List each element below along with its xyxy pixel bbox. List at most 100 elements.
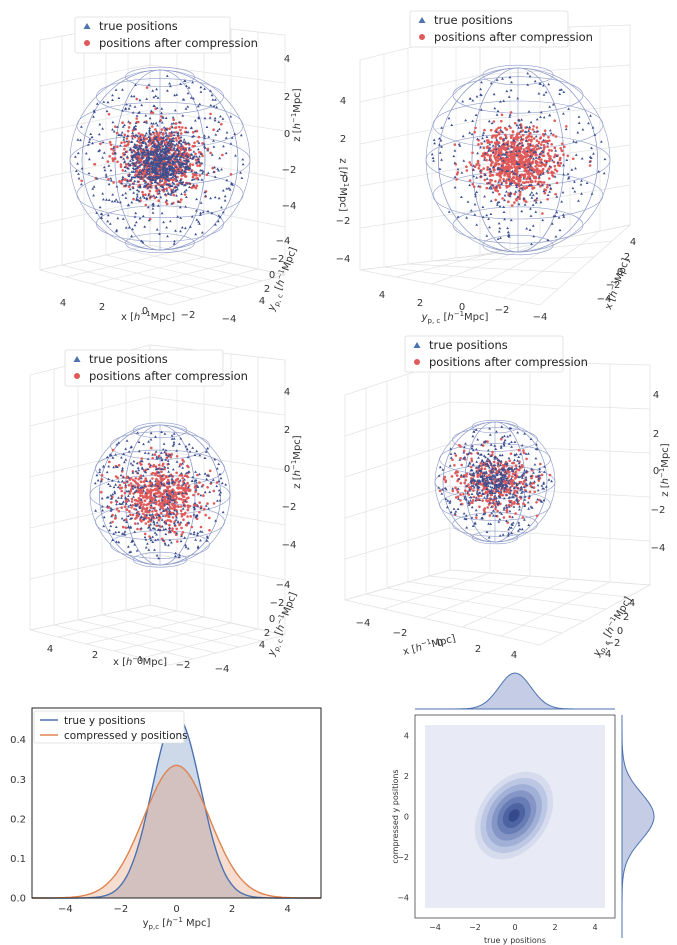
point-true: [148, 176, 152, 180]
point-true: [158, 119, 162, 123]
point-compressed: [151, 510, 154, 513]
point-compressed: [486, 500, 489, 503]
point-true: [109, 179, 113, 182]
point-compressed: [150, 472, 154, 476]
point-true: [138, 134, 142, 138]
point-true: [227, 186, 231, 190]
tick-label: −2: [282, 165, 297, 176]
point-true: [190, 479, 194, 482]
point-compressed: [514, 512, 517, 515]
point-true: [185, 164, 189, 167]
point-compressed: [481, 152, 485, 155]
point-true: [460, 171, 464, 174]
point-compressed: [530, 161, 534, 165]
tick-label: 2: [264, 284, 270, 295]
point-true: [184, 188, 188, 192]
point-true: [175, 460, 179, 463]
point-true: [203, 136, 206, 140]
point-true: [105, 470, 109, 474]
point-true: [475, 95, 479, 98]
point-compressed: [494, 198, 498, 202]
point-true: [141, 168, 144, 171]
point-compressed: [550, 170, 554, 174]
point-compressed: [180, 198, 183, 201]
point-true: [534, 210, 538, 213]
point-compressed: [112, 181, 115, 184]
point-true: [523, 469, 526, 472]
floor-pane: [39, 244, 286, 306]
point-true: [512, 505, 516, 508]
point-compressed: [145, 137, 148, 140]
point-compressed: [508, 474, 511, 477]
point-true: [567, 107, 570, 110]
y-axis-label: yp, c [h−1Mpc]: [421, 310, 489, 325]
point-true: [154, 94, 158, 97]
point-true: [459, 473, 463, 477]
point-true: [168, 219, 172, 223]
point-compressed: [122, 525, 125, 529]
point-true: [154, 144, 158, 147]
point-true: [181, 466, 185, 469]
point-compressed: [154, 107, 157, 110]
point-true: [131, 227, 134, 231]
point-true: [218, 499, 222, 502]
point-compressed: [111, 157, 114, 160]
point-true: [589, 114, 592, 117]
point-true: [177, 442, 181, 445]
point-compressed: [125, 500, 128, 504]
point-true: [145, 197, 149, 201]
point-compressed: [512, 146, 516, 149]
point-true: [491, 144, 495, 147]
point-true: [221, 510, 225, 514]
point-compressed: [463, 481, 467, 485]
point-true: [166, 506, 170, 509]
point-compressed: [534, 180, 537, 183]
point-compressed: [521, 516, 525, 519]
point-true: [474, 508, 478, 512]
point-true: [151, 204, 155, 207]
point-compressed: [519, 135, 523, 138]
point-true: [124, 107, 127, 111]
point-compressed: [554, 192, 557, 196]
point-compressed: [547, 168, 551, 171]
point-true: [164, 116, 168, 119]
point-true: [133, 530, 137, 533]
point-compressed: [511, 163, 514, 166]
point-true: [224, 151, 228, 155]
point-compressed: [492, 120, 496, 123]
point-true: [166, 146, 169, 150]
point-compressed: [532, 148, 536, 151]
point-true: [150, 181, 154, 184]
point-true: [172, 174, 175, 177]
point-compressed: [179, 128, 182, 132]
point-true: [473, 203, 477, 206]
point-true: [518, 508, 521, 511]
point-true: [135, 114, 139, 117]
point-true: [483, 496, 486, 499]
point-true: [175, 158, 179, 161]
point-true: [76, 162, 79, 165]
point-compressed: [486, 153, 490, 157]
point-true: [562, 213, 565, 216]
point-true: [530, 196, 534, 199]
point-compressed: [521, 465, 524, 469]
point-true: [187, 167, 191, 170]
point-true: [162, 175, 166, 179]
point-true: [130, 150, 134, 154]
point-compressed: [155, 132, 159, 135]
point-compressed: [562, 153, 565, 157]
point-compressed: [531, 128, 535, 131]
point-compressed: [539, 137, 542, 140]
point-compressed: [522, 451, 526, 455]
point-true: [166, 175, 170, 178]
point-compressed: [546, 152, 550, 155]
point-compressed: [80, 179, 83, 183]
point-true: [114, 453, 117, 456]
point-true: [527, 110, 531, 113]
point-compressed: [535, 514, 539, 518]
point-true: [177, 120, 181, 124]
point-true: [176, 133, 180, 137]
point-compressed: [489, 128, 493, 132]
point-compressed: [134, 174, 137, 177]
point-compressed: [157, 463, 161, 467]
